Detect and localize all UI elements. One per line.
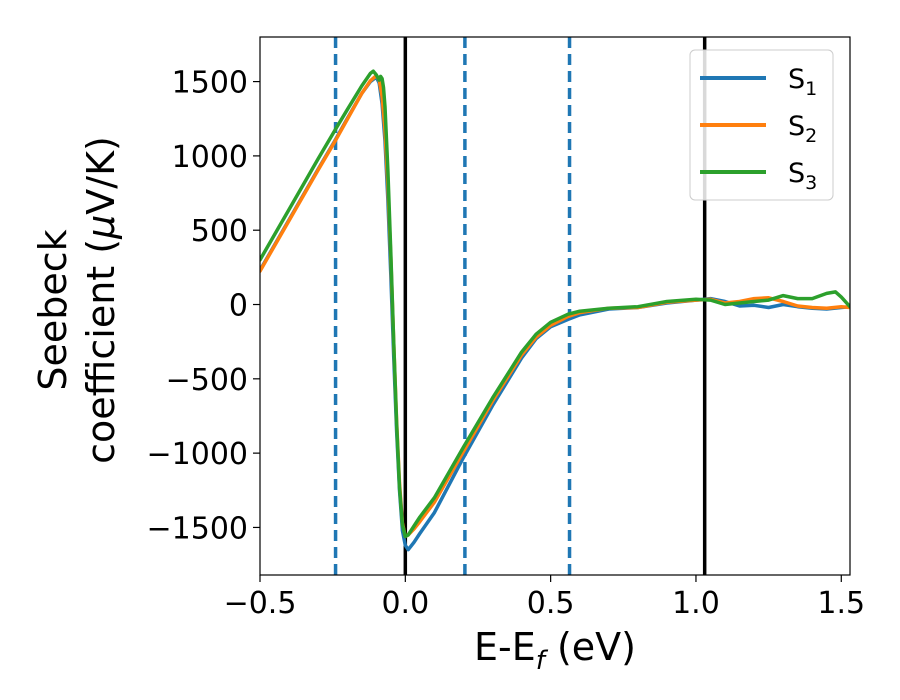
series-line-S3 [260, 69, 850, 539]
plot-frame [259, 36, 851, 576]
x-axis-title-suffix: (eV) [545, 625, 636, 669]
x-tick-label: 1.0 [672, 586, 720, 621]
y-tick-label: 0 [229, 289, 248, 324]
x-axis-title-main: E-E [474, 625, 536, 669]
y-tick-label: 1500 [172, 66, 248, 101]
y-tick-label: 1000 [172, 140, 248, 175]
x-tick-label: −0.5 [224, 586, 297, 621]
y-axis-title: Seebeck coefficient (μV/K) [31, 136, 123, 464]
y-axis-title-line2-main: coefficient ( [79, 239, 123, 464]
y-tick-label: −500 [166, 363, 248, 398]
y-tick-label: 500 [191, 214, 248, 249]
x-tick-label: 1.5 [817, 586, 865, 621]
legend-label-S1: S1 [788, 64, 817, 100]
x-axis-ticks: −0.5 0.0 0.5 1.0 1.5 [224, 575, 865, 621]
legend-label-S3: S3 [788, 158, 817, 194]
y-axis-title-mu: μ [79, 215, 123, 240]
series-lines [260, 69, 850, 552]
y-axis-title-suffix: V/K) [79, 136, 123, 215]
legend: S1 S2 S3 [689, 49, 834, 201]
y-tick-label: −1000 [147, 437, 248, 472]
x-tick-label: 0.5 [527, 586, 575, 621]
x-tick-label: 0.0 [381, 586, 429, 621]
y-axis-title-line2: coefficient (μV/K) [79, 136, 123, 464]
y-axis-title-line1: Seebeck [31, 229, 75, 390]
y-tick-label: −1500 [147, 511, 248, 546]
x-axis-title: E-Ef (eV) [474, 625, 636, 676]
legend-label-S2: S2 [788, 111, 817, 147]
y-axis-ticks: −1500 −1000 −500 0 500 1000 1500 [147, 66, 260, 546]
